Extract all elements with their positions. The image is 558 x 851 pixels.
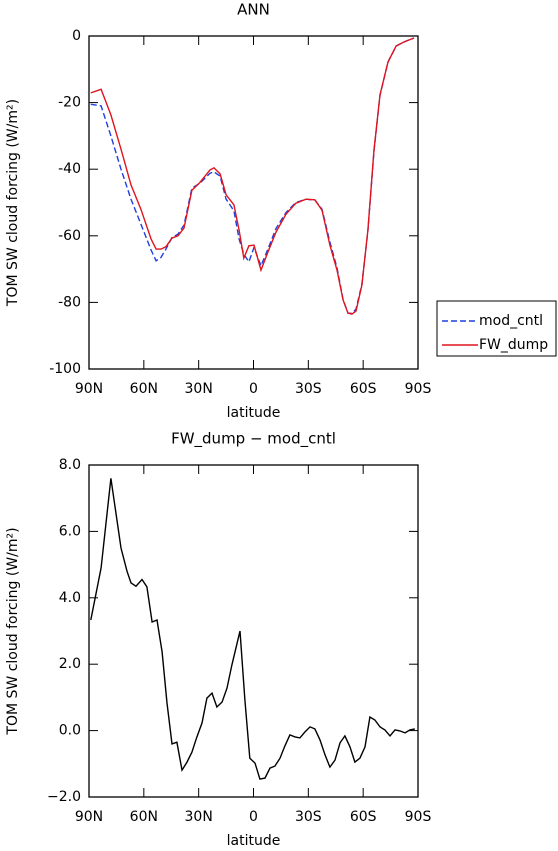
y-tick-label: −2.0: [47, 789, 81, 805]
x-tick-label: 30N: [185, 381, 213, 397]
x-tick-label: 90S: [405, 809, 432, 825]
x-tick-label: 60S: [350, 381, 377, 397]
y-tick-label: -100: [49, 361, 81, 377]
legend: mod_cntl FW_dump: [436, 300, 557, 357]
x-tick-label: 0: [249, 809, 258, 825]
x-tick-label: 90N: [75, 381, 103, 397]
y-tick-label: 8.0: [59, 457, 81, 473]
chart-title: FW_dump − mod_cntl: [171, 430, 336, 449]
y-tick-label: 2.0: [59, 656, 81, 672]
data-line: [90, 37, 415, 315]
chart-title: ANN: [237, 1, 270, 19]
data-line: [90, 37, 415, 315]
legend-label: mod_cntl: [479, 313, 543, 329]
x-axis-label: latitude: [227, 833, 281, 849]
y-axis-label: TOM SW cloud forcing (W/m²): [5, 527, 21, 735]
x-tick-label: 60N: [130, 809, 158, 825]
y-tick-label: 0.0: [59, 723, 81, 739]
y-tick-label: -20: [58, 95, 81, 111]
x-tick-label: 30S: [295, 381, 322, 397]
x-tick-label: 90N: [75, 809, 103, 825]
legend-label: FW_dump: [479, 337, 548, 353]
y-tick-label: -80: [58, 294, 81, 310]
y-axis-label: TOM SW cloud forcing (W/m²): [5, 99, 21, 307]
x-tick-label: 30N: [185, 809, 213, 825]
y-tick-label: 6.0: [59, 523, 81, 539]
legend-box: [436, 300, 557, 357]
y-tick-label: -60: [58, 228, 81, 244]
x-axis-label: latitude: [227, 405, 281, 421]
data-line: [90, 478, 416, 780]
y-tick-label: -40: [58, 161, 81, 177]
plot-frame: [88, 464, 419, 798]
x-tick-label: 0: [249, 381, 258, 397]
x-tick-label: 60N: [130, 381, 158, 397]
y-tick-label: 0: [72, 28, 81, 44]
x-tick-label: 30S: [295, 809, 322, 825]
x-tick-label: 60S: [350, 809, 377, 825]
x-tick-label: 90S: [405, 381, 432, 397]
y-tick-label: 4.0: [59, 590, 81, 606]
